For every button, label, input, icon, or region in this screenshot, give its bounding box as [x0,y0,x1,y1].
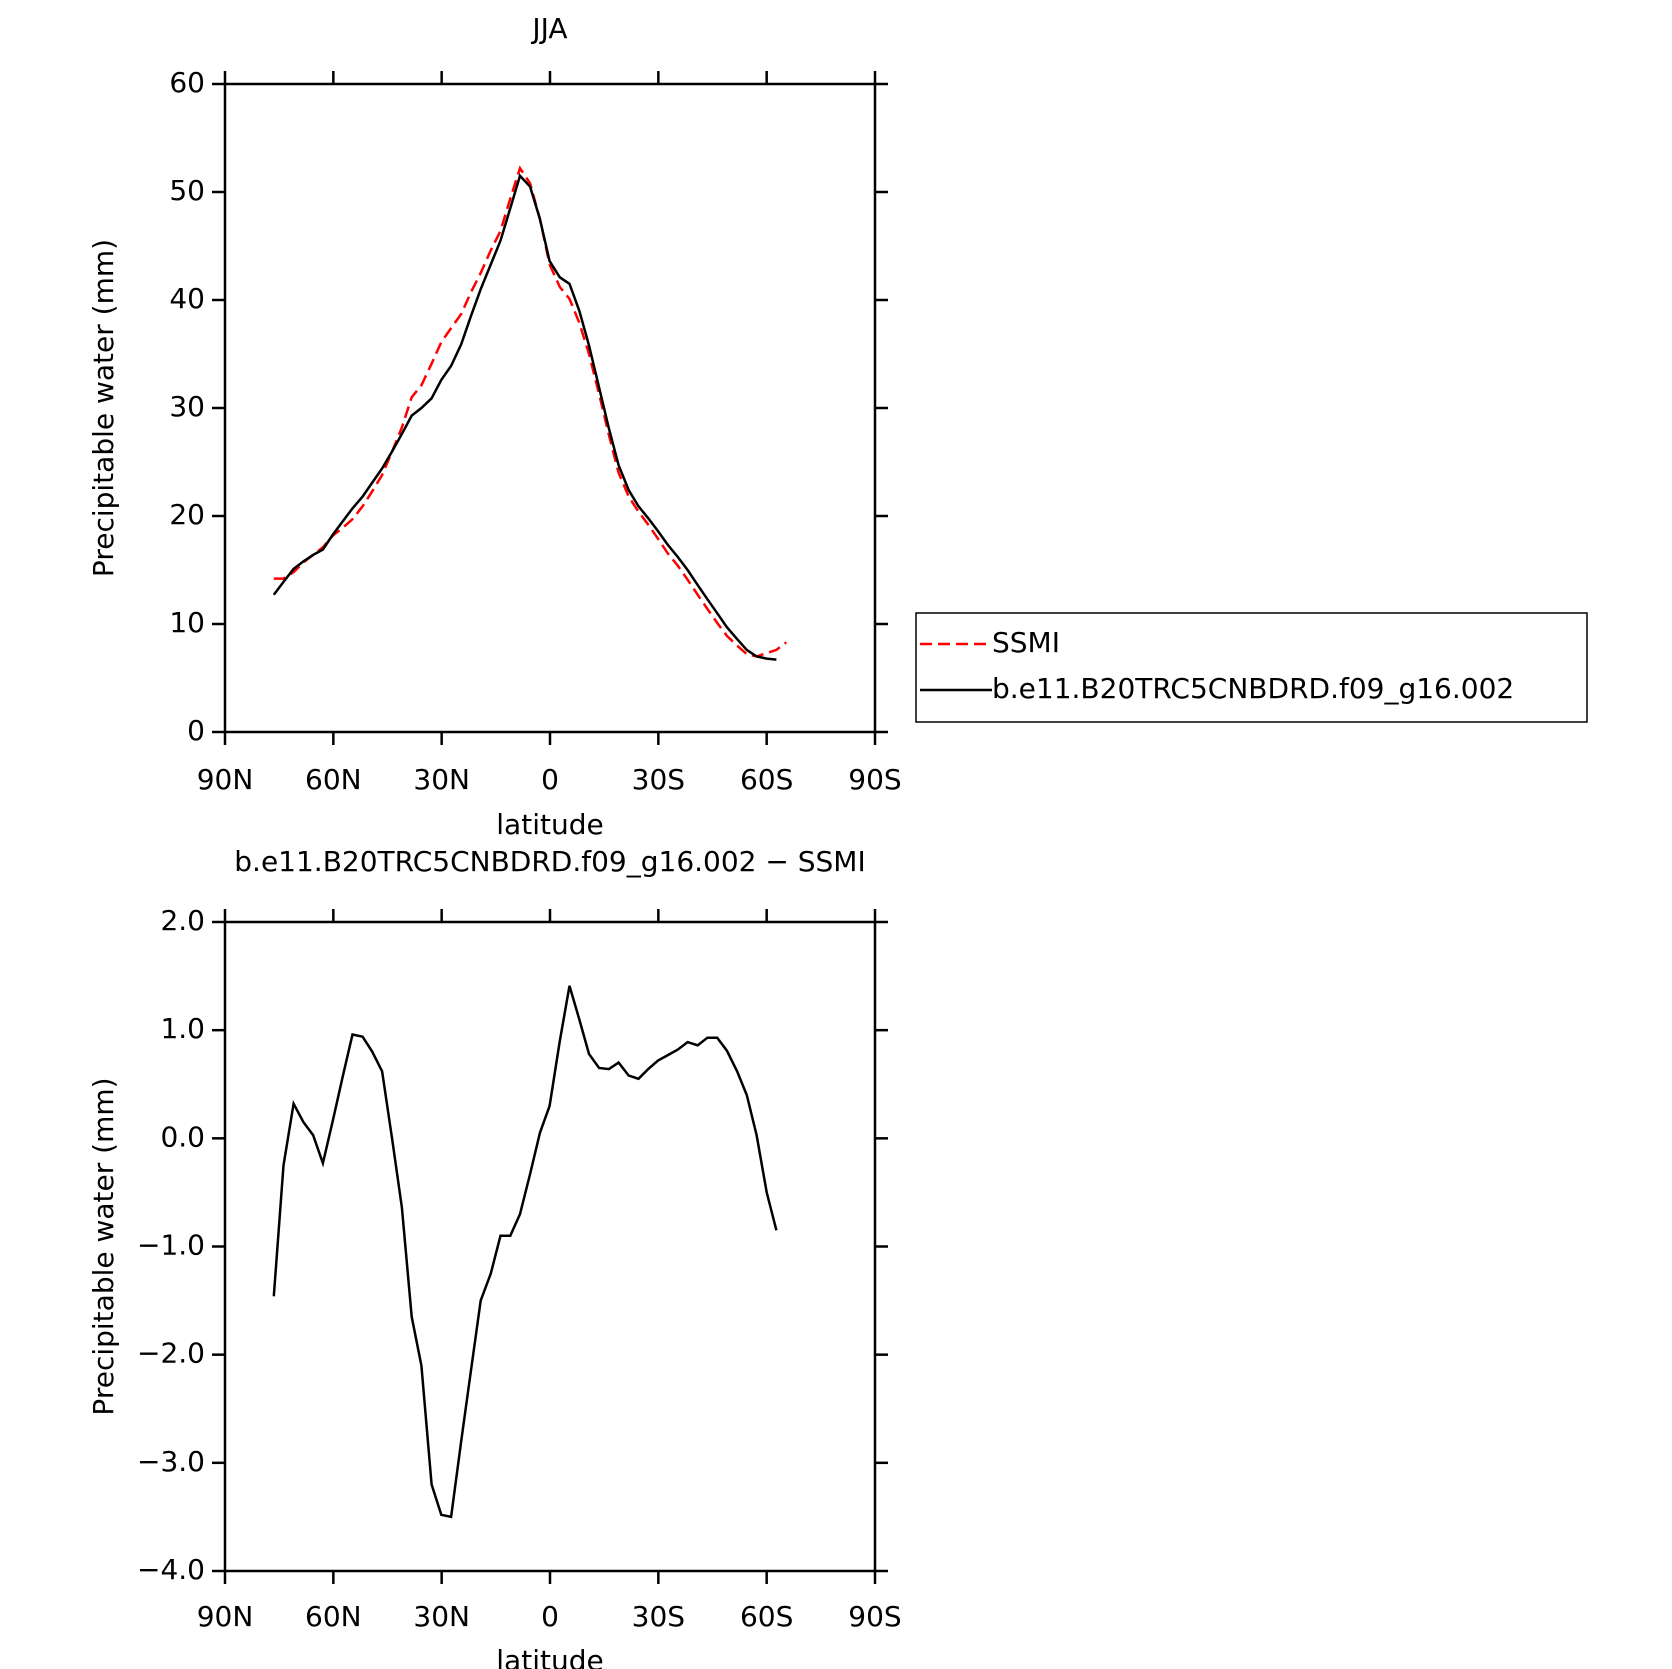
y-tick-label: 30 [169,390,205,423]
x-tick-label: 0 [541,763,559,796]
x-tick-label: 30S [632,1600,685,1633]
y-axis-label: Precipitable water (mm) [87,239,120,577]
legend-box [915,612,1588,723]
plot-frame [223,920,877,1573]
y-tick-label: 1.0 [160,1012,205,1045]
y-tick-label: −2.0 [137,1337,205,1370]
chart-title: b.e11.B20TRC5CNBDRD.f09_g16.002 − SSMI [234,845,865,878]
y-tick-label: 50 [169,174,205,207]
x-axis-label: latitude [496,808,603,841]
chart-title: JJA [530,12,567,45]
y-tick-label: 2.0 [160,904,205,937]
x-tick-label: 30S [632,763,685,796]
x-tick-label: 60S [740,763,793,796]
y-tick-label: 60 [169,66,205,99]
y-tick-label: 0.0 [160,1120,205,1153]
y-tick-label: 40 [169,282,205,315]
x-tick-label: 60N [305,1600,362,1633]
y-tick-label: −3.0 [137,1445,205,1478]
data-line [273,165,787,658]
y-tick-label: 20 [169,498,205,531]
x-tick-label: 0 [541,1600,559,1633]
x-tick-label: 90S [848,1600,901,1633]
x-tick-label: 30N [413,763,470,796]
x-tick-label: 90N [197,763,254,796]
x-tick-label: 60N [305,763,362,796]
y-tick-label: −4.0 [137,1553,205,1586]
legend-label: SSMI [992,626,1060,659]
data-line [272,985,778,1519]
x-tick-label: 90S [848,763,901,796]
plot-frame [223,82,877,734]
x-tick-label: 60S [740,1600,793,1633]
y-tick-label: −1.0 [137,1229,205,1262]
y-tick-label: 10 [169,606,205,639]
x-axis-label: latitude [496,1644,603,1669]
x-tick-label: 30N [413,1600,470,1633]
x-tick-label: 90N [197,1600,254,1633]
y-tick-label: 0 [187,714,205,747]
legend-label: b.e11.B20TRC5CNBDRD.f09_g16.002 [992,672,1514,705]
y-axis-label: Precipitable water (mm) [87,1077,120,1415]
data-line [272,173,777,661]
